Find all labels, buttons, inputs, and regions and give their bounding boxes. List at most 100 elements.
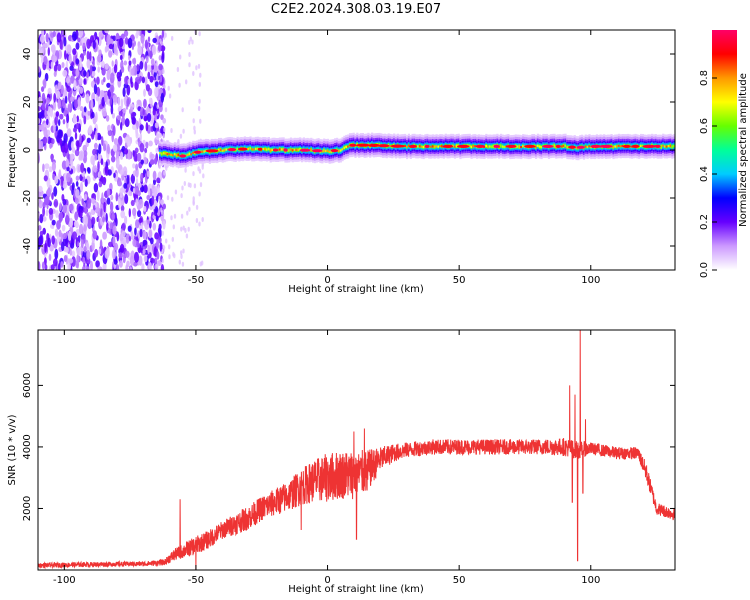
heat-cell: [487, 145, 490, 148]
heat-cell: [75, 122, 80, 130]
heat-cell: [160, 92, 165, 103]
heat-cell: [253, 148, 256, 151]
heat-cell: [132, 124, 137, 130]
heat-cell: [136, 30, 139, 37]
heat-cell: [173, 213, 177, 219]
heat-cell: [154, 232, 159, 240]
x-tick-label: -50: [188, 575, 204, 586]
heat-cell: [51, 219, 56, 226]
heat-cell: [153, 157, 158, 165]
heat-cell: [132, 187, 136, 194]
heat-cell: [69, 249, 73, 256]
heat-cell: [171, 196, 174, 202]
heat-cell: [378, 144, 390, 148]
heat-cell: [347, 145, 350, 148]
heat-cell: [429, 145, 433, 148]
heat-cell: [44, 257, 47, 266]
heat-cell: [89, 64, 93, 76]
heat-cell: [575, 147, 578, 150]
heat-cell: [134, 227, 137, 236]
heat-cell: [50, 61, 54, 69]
heat-cell: [100, 60, 105, 68]
heat-cell: [66, 77, 70, 84]
heat-cell: [149, 159, 155, 165]
heat-cell: [146, 194, 151, 201]
heat-cell: [150, 153, 155, 159]
heat-cell: [54, 248, 59, 260]
heat-cell: [154, 206, 159, 214]
heat-cell: [520, 146, 523, 149]
heat-cell: [83, 150, 88, 158]
heat-cell: [75, 181, 79, 187]
heat-cell: [66, 172, 71, 183]
heat-cell: [75, 175, 80, 181]
heat-cell: [247, 147, 250, 151]
heat-cell: [96, 217, 99, 222]
heat-cell: [147, 30, 152, 34]
heat-cell: [153, 101, 158, 112]
heat-cell: [164, 107, 168, 113]
colorbar-tick-label: 0.8: [699, 70, 710, 86]
heat-cell: [135, 198, 139, 207]
heat-cell: [143, 98, 147, 109]
heat-cell: [77, 235, 81, 243]
colorbar-tick-label: 0.4: [699, 166, 710, 182]
heat-cell: [129, 255, 135, 266]
heat-cell: [94, 142, 98, 150]
heat-cell: [138, 255, 143, 266]
heat-cell: [129, 266, 132, 270]
heat-cell: [92, 60, 95, 67]
heat-cell: [52, 100, 57, 111]
heat-cell: [188, 39, 191, 45]
heat-cell: [197, 106, 201, 111]
heat-cell: [472, 145, 475, 148]
heat-cell: [115, 217, 118, 227]
heat-cell: [174, 189, 178, 195]
heat-cell: [144, 39, 148, 50]
heat-cell: [162, 152, 165, 155]
heat-cell: [84, 206, 88, 215]
heat-cell: [455, 144, 458, 148]
heat-cell: [64, 87, 68, 98]
heat-cell: [73, 99, 79, 109]
heat-cell: [95, 95, 99, 102]
heat-cell: [192, 151, 195, 154]
heat-cell: [53, 93, 57, 103]
heat-cell: [90, 208, 95, 215]
heat-cell: [135, 177, 139, 187]
heat-cell: [171, 236, 174, 242]
y-tick-label: 4000: [22, 434, 33, 459]
heat-cell: [106, 197, 111, 205]
heat-cell: [63, 255, 68, 262]
heat-cell: [289, 148, 293, 151]
heat-cell: [130, 76, 133, 85]
heat-cell: [182, 128, 185, 134]
heat-cell: [179, 154, 187, 158]
heat-cell: [85, 71, 90, 78]
heat-cell: [44, 109, 47, 118]
heat-cell: [118, 252, 123, 259]
heat-cell: [107, 169, 112, 176]
heat-cell: [122, 87, 126, 98]
heat-cell: [198, 191, 201, 197]
heat-cell: [72, 48, 77, 56]
heat-cell: [93, 165, 98, 173]
heat-cell: [55, 210, 59, 218]
heat-cell: [143, 184, 148, 194]
heat-cell: [59, 137, 63, 146]
heat-cell: [91, 131, 95, 140]
heat-cell: [262, 147, 265, 151]
heat-cell: [87, 110, 91, 116]
heat-cell: [148, 140, 153, 147]
heat-cell: [522, 145, 525, 148]
heat-cell: [328, 150, 331, 153]
heat-cell: [74, 149, 80, 157]
heat-cell: [69, 203, 74, 212]
colorbar: 0.0 0.2 0.4 0.6 0.8 Normalized spectral ampl…: [699, 30, 749, 278]
heat-cell: [78, 77, 83, 85]
heat-cell: [90, 198, 96, 204]
heat-cell: [162, 203, 166, 210]
heat-cell: [138, 198, 144, 209]
heat-cell: [584, 145, 587, 148]
heat-cell: [203, 150, 206, 153]
